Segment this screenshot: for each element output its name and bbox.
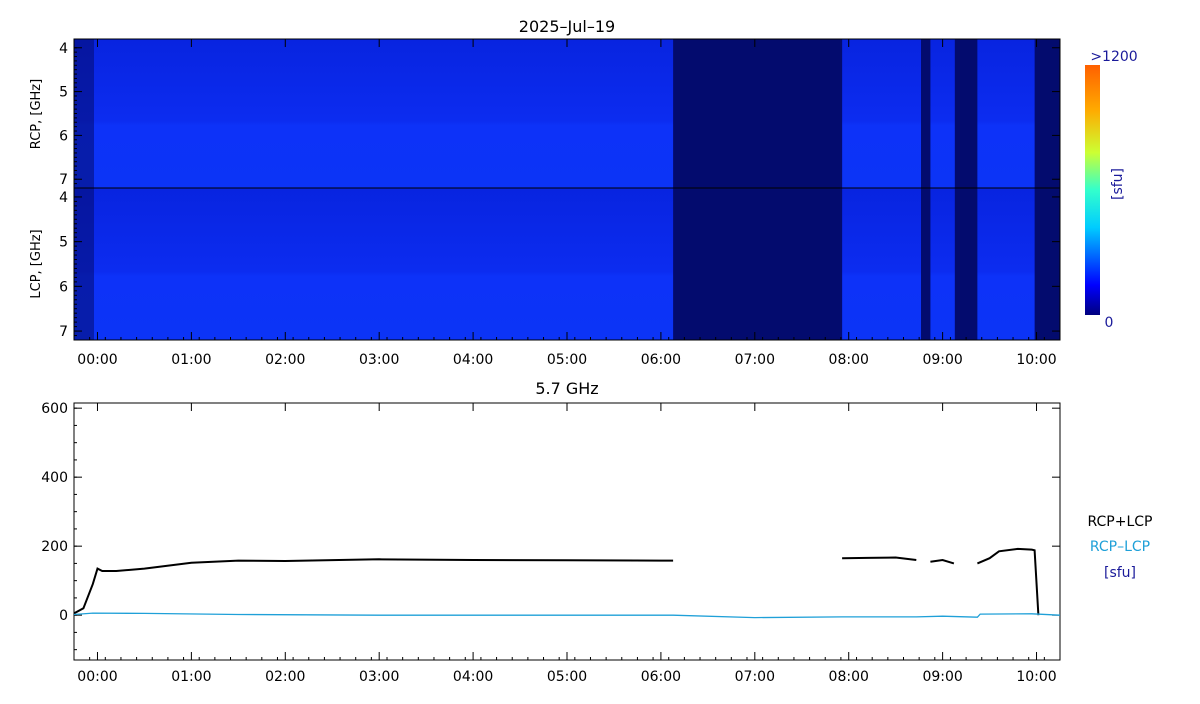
lightcurve-title: 5.7 GHz	[535, 379, 598, 398]
lcp-spectrum-background	[74, 188, 1060, 340]
lightcurve-time-axis: 00:00 01:00 02:00 03:00 04:00 05:00 06:00 07:00…	[73, 403, 1061, 685]
lightcurve-time-tick-label: 03:00	[359, 669, 399, 685]
rcp-axis-label: RCP, [GHz]	[29, 79, 44, 149]
lightcurve-time-tick-label: 06:00	[641, 669, 681, 685]
spectrogram-time-tick-label: 02:00	[265, 352, 305, 368]
lightcurve-y-tick-label: 600	[41, 401, 68, 417]
lcp-no-data-band	[673, 188, 843, 340]
rcp-sunrise-edge	[74, 39, 94, 188]
lcp-spectrogram: 4 5 6 7	[59, 187, 1061, 341]
spectrogram-time-tick-label: 01:00	[171, 352, 211, 368]
rcp-freq-tick-label: 7	[59, 172, 68, 188]
lightcurve-y-tick-label: 200	[41, 539, 68, 555]
lcp-sunrise-edge	[74, 188, 94, 340]
spectrogram-title: 2025–Jul–19	[519, 17, 615, 36]
spectrogram-time-tick-label: 07:00	[735, 352, 775, 368]
spectrogram-time-tick-label: 03:00	[359, 352, 399, 368]
lightcurve-time-tick-label: 07:00	[735, 669, 775, 685]
spectrogram-time-axis: 00:00 01:00 02:00 03:00 04:00 05:00 06:00 07:00…	[73, 39, 1061, 368]
lcp-no-data-band	[921, 188, 931, 340]
legend-rcp-minus-lcp: RCP–LCP	[1090, 539, 1150, 555]
rcp-plus-lcp-series-segment	[73, 558, 674, 615]
lcp-axis-label: LCP, [GHz]	[29, 229, 44, 298]
lcp-freq-tick-label: 5	[59, 235, 68, 251]
legend-sfu-unit: [sfu]	[1104, 565, 1136, 581]
spectrogram-time-tick-label: 05:00	[547, 352, 587, 368]
spectrogram-time-tick-label: 09:00	[922, 352, 962, 368]
colorbar-max-label: >1200	[1090, 49, 1137, 65]
lightcurve-y-tick-label: 400	[41, 470, 68, 486]
rcp-no-data-band	[673, 39, 843, 188]
lcp-freq-tick-label: 4	[59, 190, 68, 206]
lightcurve-time-tick-label: 05:00	[547, 669, 587, 685]
rcp-freq-tick-label: 4	[59, 41, 68, 57]
lightcurve-plot-frame	[73, 402, 1061, 661]
lightcurve-series	[73, 547, 1061, 619]
rcp-plus-lcp-series-segment	[977, 547, 1040, 616]
lightcurve-time-tick-label: 04:00	[453, 669, 493, 685]
lcp-no-data-band	[954, 188, 978, 340]
lightcurve-time-tick-label: 09:00	[922, 669, 962, 685]
rcp-spectrum-background	[74, 39, 1060, 188]
legend-rcp-plus-lcp: RCP+LCP	[1088, 514, 1153, 530]
colorbar-unit-label: [sfu]	[1110, 168, 1126, 200]
lightcurve-y-tick-label: 0	[59, 608, 68, 624]
rcp-spectrogram: 4 5 6 7	[59, 38, 1061, 189]
lightcurve-y-axis: 0 200 400 600	[41, 401, 1060, 651]
spectrogram-time-tick-label: 00:00	[77, 352, 117, 368]
colorbar	[1085, 65, 1100, 315]
colorbar-min-label: 0	[1105, 315, 1114, 331]
lcp-freq-tick-label: 7	[59, 324, 68, 340]
rcp-no-data-band	[921, 39, 931, 188]
spectrogram-time-tick-label: 10:00	[1016, 352, 1056, 368]
spectrogram-time-tick-label: 04:00	[453, 352, 493, 368]
lcp-freq-tick-label: 6	[59, 279, 68, 295]
spectrogram-time-tick-label: 06:00	[641, 352, 681, 368]
spectrogram-time-tick-label: 08:00	[829, 352, 869, 368]
lightcurve-time-tick-label: 10:00	[1016, 669, 1056, 685]
rcp-plus-lcp-series-segment	[930, 558, 955, 565]
lightcurve-time-tick-label: 08:00	[829, 669, 869, 685]
rcp-freq-tick-label: 6	[59, 128, 68, 144]
lightcurve-time-tick-label: 02:00	[265, 669, 305, 685]
lightcurve-time-tick-label: 00:00	[77, 669, 117, 685]
lcp-no-data-band	[1034, 188, 1060, 340]
rcp-no-data-band	[954, 39, 978, 188]
rcp-no-data-band	[1034, 39, 1060, 188]
rcp-freq-tick-label: 5	[59, 85, 68, 101]
rcp-plus-lcp-series-segment	[842, 556, 917, 561]
lightcurve-time-tick-label: 01:00	[171, 669, 211, 685]
rcp-minus-lcp-series-segment	[73, 612, 1061, 619]
